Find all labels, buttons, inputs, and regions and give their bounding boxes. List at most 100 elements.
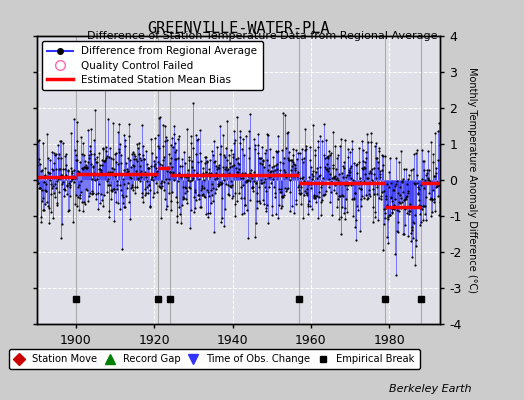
Text: Berkeley Earth: Berkeley Earth	[389, 384, 472, 394]
Point	[408, 254, 417, 260]
Point	[390, 187, 398, 193]
Point	[143, 161, 151, 167]
Point	[93, 159, 102, 166]
Point	[66, 184, 74, 190]
Point	[320, 120, 328, 127]
Point	[364, 175, 372, 182]
Point	[111, 150, 119, 157]
Point	[217, 219, 226, 226]
Point	[81, 164, 90, 171]
Point	[92, 190, 100, 197]
Point	[275, 186, 283, 192]
Point	[410, 181, 419, 187]
Point	[334, 215, 343, 222]
Point	[58, 220, 67, 227]
Point	[299, 159, 308, 165]
Point	[364, 139, 372, 146]
Point	[271, 194, 279, 201]
Point	[283, 186, 291, 192]
Point	[284, 184, 292, 191]
Point	[188, 158, 196, 164]
Point	[54, 176, 62, 182]
Point	[91, 176, 99, 183]
Point	[163, 136, 171, 143]
Point	[73, 119, 82, 126]
Point	[408, 224, 416, 230]
Point	[316, 184, 325, 190]
Point	[194, 159, 202, 165]
Point	[156, 161, 164, 167]
Point	[424, 177, 433, 183]
Point	[398, 176, 407, 182]
Point	[223, 166, 232, 172]
Point	[234, 160, 243, 166]
Point	[56, 138, 64, 144]
Point	[78, 151, 86, 158]
Point	[331, 143, 339, 149]
Point	[126, 174, 134, 180]
Point	[126, 156, 135, 163]
Point	[84, 159, 92, 166]
Point	[392, 272, 400, 278]
Point	[82, 165, 91, 171]
Point	[282, 188, 291, 194]
Point	[204, 214, 212, 220]
Point	[373, 180, 381, 187]
Point	[231, 213, 239, 220]
Point	[119, 200, 127, 206]
Point	[147, 150, 156, 157]
Point	[267, 173, 276, 179]
Point	[276, 188, 284, 195]
Point	[287, 157, 295, 163]
Point	[181, 190, 189, 196]
Point	[312, 169, 321, 175]
Point	[382, 205, 390, 211]
Point	[263, 201, 271, 208]
Point	[315, 172, 324, 178]
Point	[121, 136, 129, 143]
Point	[254, 130, 262, 137]
Point	[297, 190, 305, 196]
Point	[242, 178, 250, 184]
Point	[366, 193, 374, 200]
Point	[107, 187, 115, 194]
Point	[296, 150, 304, 157]
Point	[104, 116, 113, 122]
Point	[373, 184, 381, 190]
Point	[285, 157, 293, 163]
Point	[431, 165, 440, 171]
Point	[261, 188, 270, 194]
Point	[109, 120, 117, 126]
Point	[195, 150, 204, 156]
Point	[397, 148, 405, 154]
Point	[115, 206, 124, 212]
Point	[89, 162, 97, 169]
Point	[292, 172, 301, 179]
Point	[294, 169, 303, 176]
Point	[199, 191, 207, 197]
Point	[428, 196, 436, 203]
Point	[118, 176, 127, 183]
Legend: Station Move, Record Gap, Time of Obs. Change, Empirical Break: Station Move, Record Gap, Time of Obs. C…	[8, 350, 420, 369]
Point	[313, 165, 321, 171]
Point	[36, 185, 44, 191]
Point	[140, 156, 148, 162]
Point	[36, 161, 44, 168]
Point	[365, 168, 374, 174]
Point	[318, 197, 326, 203]
Point	[233, 168, 242, 175]
Point	[335, 143, 344, 150]
Point	[104, 168, 112, 175]
Point	[81, 201, 89, 208]
Point	[90, 170, 99, 176]
Point	[397, 205, 406, 212]
Point	[348, 138, 356, 144]
Point	[384, 214, 392, 220]
Point	[61, 166, 69, 173]
Point	[39, 207, 47, 213]
Point	[221, 166, 229, 172]
Point	[260, 201, 268, 207]
Point	[352, 236, 360, 243]
Point	[248, 185, 256, 191]
Point	[192, 132, 200, 138]
